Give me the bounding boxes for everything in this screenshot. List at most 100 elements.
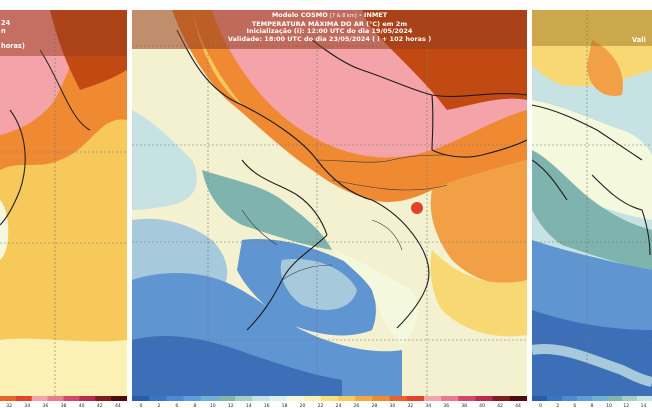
main-colorbar-tick-label: 28 [371, 403, 377, 408]
left-colorbar-swatch [15, 396, 33, 401]
left-colorbar-swatch [63, 396, 80, 401]
main-colorbar-tick-label: 2 [157, 403, 160, 408]
main-colorbar-tick-label: 12 [228, 403, 234, 408]
east-orange-zone [430, 160, 527, 284]
model-resolution: [7 & 8 km] [330, 13, 357, 19]
main-colorbar-svg: 0 2 6 8 10 12 14 16 18 20 22 24 26 28 30 32 34 36 38 40 42 44 [132, 396, 527, 408]
right-colorbar-swatch [637, 396, 652, 401]
main-colorbar-tick-label: 24 [336, 403, 342, 408]
left-colorbar-tick-label: 32 [6, 403, 12, 408]
main-colorbar-swatch [200, 396, 219, 401]
main-colorbar-swatch [286, 396, 305, 401]
main-colorbar-tick-label: 16 [264, 403, 270, 408]
main-colorbar-swatch [338, 396, 356, 401]
left-colorbar-tick-label: 44 [115, 403, 121, 408]
map-header: Modelo COSMO [7 & 8 km] - INMET TEMPERAT… [132, 10, 527, 49]
main-colorbar-swatch [320, 396, 339, 401]
main-colorbar-swatch [492, 396, 511, 401]
left-colorbar-swatch [0, 396, 17, 401]
main-colorbar-swatch [183, 396, 202, 401]
right-colorbar-tick-label: 14 [640, 403, 646, 408]
header-valid: Validade: 18:00 UTC do dia 23/05/2024 ( … [227, 34, 432, 43]
main-colorbar-swatch [389, 396, 408, 401]
main-colorbar-tick-label: 42 [497, 403, 503, 408]
main-colorbar-swatch [509, 396, 527, 401]
right-colorbar-svg: 0 2 6 8 10 12 14 [532, 396, 652, 408]
right-colorbar-swatch [622, 396, 638, 401]
main-colorbar-swatch [132, 396, 150, 401]
header-line-model: Modelo COSMO [7 & 8 km] - INMET [271, 11, 388, 19]
right-colorbar-swatch [607, 396, 623, 401]
left-colorbar-swatch [47, 396, 64, 401]
right-colorbar-swatch [547, 396, 563, 401]
main-colorbar-swatch [269, 396, 288, 401]
main-colorbar-swatch [355, 396, 373, 401]
right-colorbar-swatch [577, 396, 593, 401]
main-colorbar-tick-label: 8 [193, 403, 196, 408]
main-colorbar-swatch [166, 396, 185, 401]
center-map-panel: Modelo COSMO [7 & 8 km] - INMET TEMPERAT… [132, 10, 527, 408]
model-name: Modelo COSMO [271, 11, 328, 19]
main-colorbar-swatch [423, 396, 442, 401]
main-colorbar-tick-label: 6 [175, 403, 178, 408]
main-colorbar-tick-label: 36 [443, 403, 449, 408]
header-variable: TEMPERATURA MÁXIMA DO AR (°C) em 2m [251, 19, 408, 28]
right-colorbar-swatch [562, 396, 578, 401]
right-colorbar-swatch [532, 396, 548, 401]
left-colorbar-tick-label: 42 [97, 403, 103, 408]
main-colorbar-swatch [252, 396, 270, 401]
main-colorbar-swatch [235, 396, 253, 401]
right-map-panel: Vali 0 2 6 8 10 12 14 [532, 10, 652, 408]
main-colorbar-tick-label: 22 [318, 403, 324, 408]
right-colorbar-tick-label: 10 [606, 403, 612, 408]
main-colorbar-swatch [458, 396, 476, 401]
main-colorbar-tick-label: 32 [407, 403, 413, 408]
left-header: 24 n horas) [0, 10, 127, 56]
left-colorbar-tick-label: 34 [24, 403, 30, 408]
east-yellow-zone [430, 250, 527, 337]
main-colorbar-tick-label: 10 [210, 403, 216, 408]
right-colorbar-swatch [592, 396, 608, 401]
left-header-line-1: 24 [1, 19, 11, 27]
right-temperature-field [532, 10, 652, 408]
left-colorbar-swatch [79, 396, 96, 401]
left-colorbar-swatch [111, 396, 127, 401]
main-colorbar-tick-label: 44 [515, 403, 521, 408]
main-colorbar-swatch [303, 396, 322, 401]
right-colorbar-tick-label: 8 [591, 403, 594, 408]
main-colorbar-tick-label: 14 [246, 403, 252, 408]
left-colorbar-swatch [31, 396, 49, 401]
right-colorbar: 0 2 6 8 10 12 14 [532, 396, 652, 408]
main-colorbar-tick-label: 26 [354, 403, 360, 408]
left-colorbar-tick-label: 36 [42, 403, 48, 408]
state-borders [241, 154, 448, 281]
left-map-panel: 24 n horas) 32 34 36 38 40 42 44 [0, 10, 127, 408]
left-colorbar-tick-label: 38 [61, 403, 67, 408]
main-colorbar-swatch [475, 396, 494, 401]
right-colorbar-tick-label: 0 [539, 403, 542, 408]
main-colorbar-swatch [441, 396, 459, 401]
left-header-line-4: horas) [1, 42, 25, 51]
left-colorbar-svg: 32 34 36 38 40 42 44 [0, 396, 127, 408]
right-colorbar-tick-label: 2 [556, 403, 559, 408]
header-init: Inicialização (i): 12:00 UTC do dia 19/0… [246, 27, 413, 36]
main-colorbar-tick-label: 40 [479, 403, 485, 408]
main-colorbar-tick-label: 34 [425, 403, 431, 408]
left-colorbar-tick-label: 40 [79, 403, 85, 408]
main-colorbar-swatch [372, 396, 391, 401]
main-colorbar-swatch [217, 396, 236, 401]
temperature-map [132, 10, 527, 396]
teal-zone [202, 170, 332, 250]
main-colorbar-tick-label: 0 [140, 403, 143, 408]
hot-spot [411, 202, 423, 214]
main-colorbar-tick-label: 18 [282, 403, 288, 408]
deep-blue-zone [132, 335, 342, 396]
left-colorbar: 32 34 36 38 40 42 44 [0, 396, 127, 408]
main-colorbar-swatch [149, 396, 167, 401]
right-header-fragment: Vali [632, 36, 646, 44]
main-colorbar-swatch [406, 396, 425, 401]
left-temperature-field [0, 10, 127, 408]
right-colorbar-tick-label: 6 [573, 403, 576, 408]
right-header: Vali [532, 10, 652, 46]
main-colorbar-tick-label: 38 [461, 403, 467, 408]
